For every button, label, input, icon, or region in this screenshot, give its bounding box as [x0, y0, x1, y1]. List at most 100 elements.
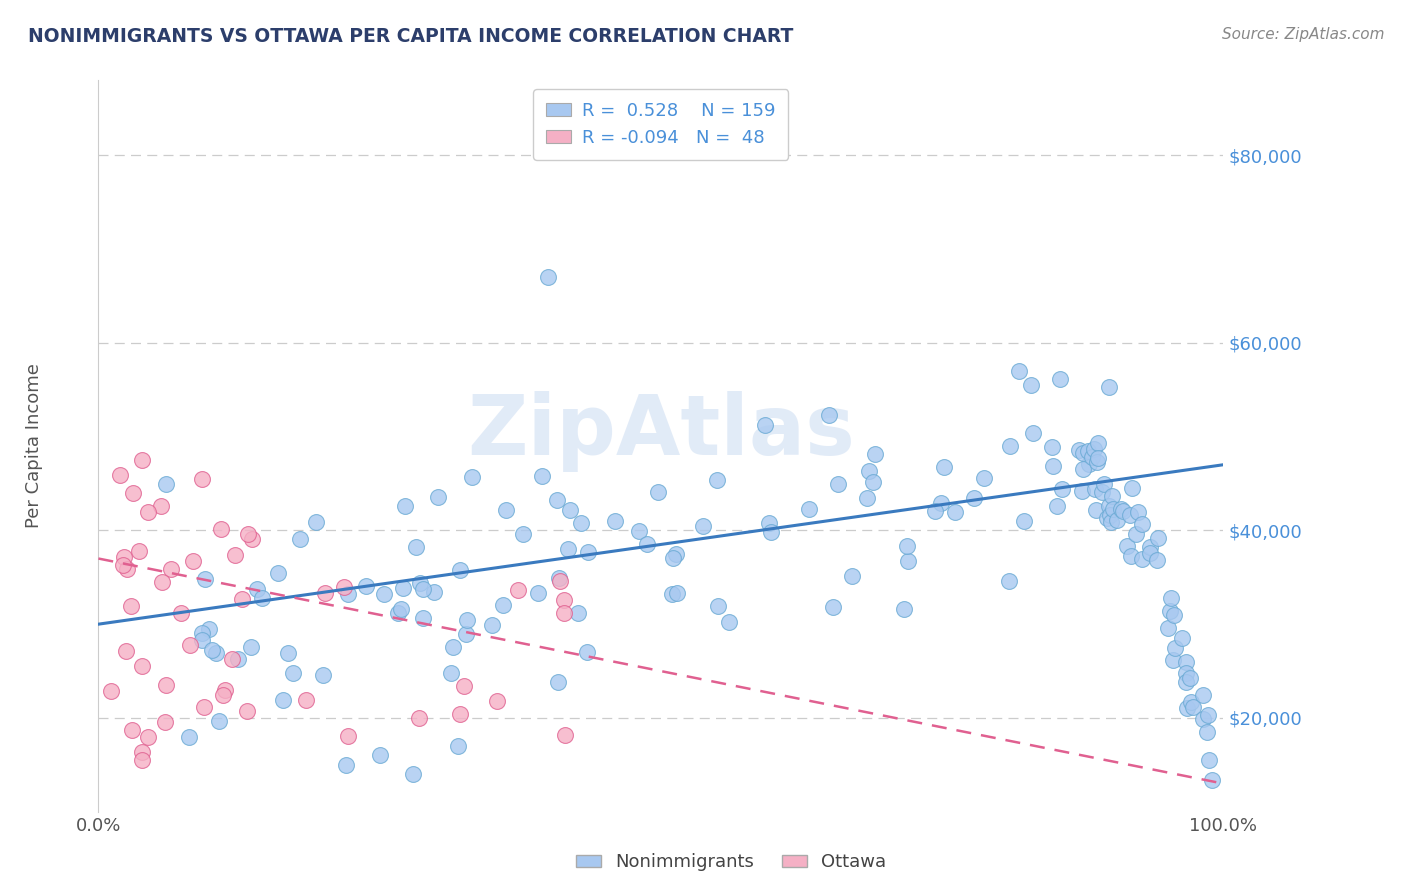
Text: NONIMMIGRANTS VS OTTAWA PER CAPITA INCOME CORRELATION CHART: NONIMMIGRANTS VS OTTAWA PER CAPITA INCOM…	[28, 27, 793, 45]
Point	[1156, 622, 1178, 636]
Point	[818, 408, 841, 422]
Point	[337, 729, 360, 743]
Point	[441, 640, 464, 655]
Point	[823, 599, 845, 614]
Legend: R =  0.528    N = 159, R = -0.094   N =  48: R = 0.528 N = 159, R = -0.094 N = 48	[533, 89, 789, 160]
Point	[662, 551, 685, 566]
Point	[150, 574, 173, 589]
Point	[112, 558, 135, 573]
Point	[449, 706, 471, 721]
Point	[973, 471, 995, 485]
Point	[1128, 505, 1150, 519]
Point	[576, 545, 599, 559]
Point	[647, 484, 669, 499]
Point	[1097, 499, 1119, 513]
Point	[963, 491, 986, 506]
Point	[1112, 504, 1135, 518]
Point	[706, 473, 728, 487]
Point	[1042, 459, 1064, 474]
Point	[1175, 665, 1198, 680]
Point	[1175, 701, 1198, 715]
Point	[191, 472, 214, 486]
Point	[1116, 539, 1139, 553]
Point	[1008, 364, 1031, 378]
Point	[1195, 725, 1218, 739]
Point	[201, 643, 224, 657]
Point	[136, 505, 159, 519]
Point	[553, 593, 575, 607]
Point	[314, 586, 336, 600]
Point	[661, 587, 683, 601]
Point	[277, 646, 299, 660]
Point	[131, 658, 153, 673]
Point	[627, 524, 650, 539]
Point	[281, 665, 304, 680]
Point	[193, 700, 215, 714]
Point	[120, 599, 142, 614]
Point	[191, 633, 214, 648]
Point	[112, 549, 135, 564]
Point	[155, 477, 177, 491]
Point	[392, 581, 415, 595]
Point	[1130, 552, 1153, 566]
Point	[194, 572, 217, 586]
Point	[209, 522, 232, 536]
Point	[998, 439, 1021, 453]
Point	[408, 711, 430, 725]
Point	[131, 452, 153, 467]
Point	[1098, 380, 1121, 394]
Point	[447, 739, 470, 753]
Point	[1022, 426, 1045, 441]
Point	[181, 553, 204, 567]
Point	[1119, 508, 1142, 522]
Point	[1119, 549, 1142, 563]
Point	[212, 688, 235, 702]
Point	[1092, 476, 1115, 491]
Point	[1192, 688, 1215, 702]
Point	[665, 547, 688, 561]
Point	[1083, 442, 1105, 456]
Point	[394, 499, 416, 513]
Point	[207, 714, 229, 729]
Point	[554, 728, 576, 742]
Point	[1139, 546, 1161, 560]
Point	[569, 516, 592, 530]
Point	[131, 753, 153, 767]
Point	[1175, 655, 1198, 669]
Point	[198, 622, 221, 636]
Point	[402, 767, 425, 781]
Point	[389, 602, 412, 616]
Point	[548, 574, 571, 588]
Point	[537, 270, 560, 285]
Legend: Nonimmigrants, Ottawa: Nonimmigrants, Ottawa	[568, 847, 894, 879]
Point	[485, 693, 508, 707]
Y-axis label: Per Capita Income: Per Capita Income	[25, 364, 42, 528]
Point	[333, 580, 356, 594]
Point	[170, 607, 193, 621]
Point	[412, 611, 434, 625]
Point	[1121, 481, 1143, 495]
Point	[1071, 446, 1094, 460]
Point	[204, 646, 226, 660]
Point	[754, 417, 776, 432]
Point	[224, 548, 246, 562]
Point	[759, 525, 782, 540]
Point	[481, 618, 503, 632]
Point	[226, 651, 249, 665]
Point	[117, 562, 139, 576]
Point	[1197, 708, 1219, 723]
Point	[1198, 753, 1220, 767]
Point	[128, 544, 150, 558]
Point	[603, 514, 626, 528]
Point	[512, 526, 534, 541]
Point	[841, 569, 863, 583]
Point	[387, 606, 409, 620]
Point	[122, 486, 145, 500]
Point	[191, 626, 214, 640]
Point	[1160, 591, 1182, 605]
Point	[931, 496, 953, 510]
Point	[1084, 482, 1107, 496]
Point	[453, 679, 475, 693]
Point	[449, 563, 471, 577]
Point	[1192, 712, 1215, 726]
